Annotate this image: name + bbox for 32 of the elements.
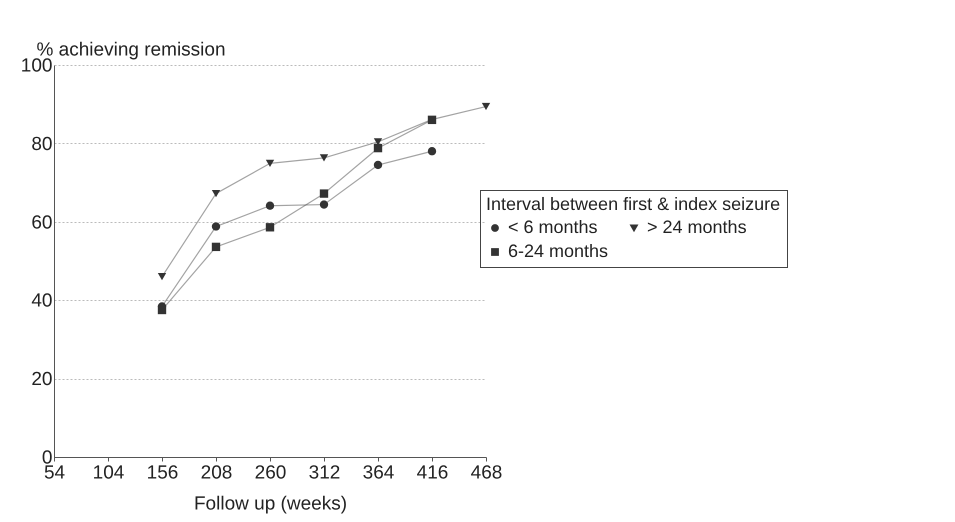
x-tick-label: 260 — [254, 462, 286, 484]
x-tick-label: 208 — [200, 462, 232, 484]
x-tick-label: 364 — [362, 462, 395, 484]
x-tick-label: 416 — [416, 462, 448, 484]
point — [266, 202, 274, 210]
y-tick-label: 40 — [31, 290, 52, 312]
point — [482, 102, 490, 110]
point — [158, 273, 166, 280]
point — [428, 147, 436, 156]
point — [374, 144, 382, 152]
point — [266, 160, 274, 168]
point — [374, 160, 382, 170]
legend-label: 6-24 months — [508, 241, 608, 261]
legend-label: > 24 months — [647, 217, 747, 237]
point — [212, 242, 220, 252]
point — [266, 223, 274, 232]
x-tick-label: 156 — [146, 462, 178, 484]
y-tick-label: 60 — [31, 212, 52, 234]
y-tick-label: 80 — [31, 134, 52, 155]
x-axis-title: Follow up (weeks) — [194, 494, 348, 514]
point — [320, 189, 328, 198]
point — [320, 200, 328, 209]
point — [212, 222, 220, 231]
y-tick-label: 100 — [20, 56, 52, 76]
x-tick-label: 104 — [92, 462, 125, 484]
x-tick-label: 468 — [470, 462, 502, 484]
legend-title: Interval between first & index seizure — [486, 194, 780, 214]
point — [212, 190, 220, 198]
point — [320, 154, 328, 162]
y-tick-label: 20 — [31, 369, 52, 390]
legend-label: < 6 months — [508, 217, 598, 237]
x-tick-label: 312 — [308, 462, 340, 484]
